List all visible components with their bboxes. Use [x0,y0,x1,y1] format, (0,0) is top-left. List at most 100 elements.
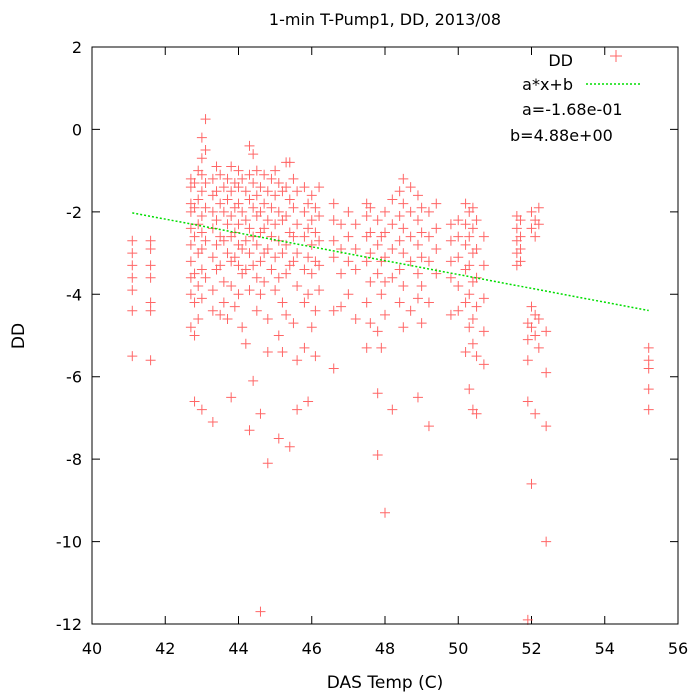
legend: DD a*x+b a=-1.68e-01 b=4.88e+00 [510,50,640,145]
data-point [196,186,207,197]
data-point [215,260,226,271]
data-point [262,243,273,254]
data-point [445,309,456,320]
data-point [127,272,138,283]
data-point [262,346,273,357]
data-point [541,421,552,432]
data-point [380,309,390,320]
data-point [292,281,303,292]
data-point [226,210,237,221]
data-point [218,276,229,287]
data-point [336,301,347,312]
y-tick-label: -10 [56,533,82,552]
data-point [266,173,277,184]
axis-ticks: 40 42 44 46 48 50 52 54 56 -12 -10 -8 -6 -4 -2 0 2 [56,38,688,658]
data-point [530,330,541,341]
y-tick-label: 2 [72,38,82,57]
data-point [244,248,255,259]
data-point [431,243,442,254]
data-point [277,346,288,357]
data-point [222,314,233,325]
data-point [237,206,248,217]
data-point [394,297,405,308]
data-point [211,215,222,226]
data-point [233,165,244,176]
data-point [270,285,281,296]
data-point [328,363,339,374]
data-point [145,355,156,366]
data-point [643,342,654,353]
data-point [336,219,347,230]
data-point [423,256,434,267]
data-point [244,169,255,180]
data-point [262,458,273,469]
data-point [277,297,288,308]
data-point [303,252,314,263]
data-point [244,285,255,296]
data-point [266,264,277,275]
data-point [453,252,464,263]
data-point [372,268,383,279]
data-point [240,338,251,349]
data-point [526,322,537,333]
data-point [361,342,372,353]
data-point [196,293,207,304]
data-point [643,384,654,395]
data-point [511,223,522,234]
data-point [273,433,284,444]
data-point [412,190,423,201]
y-tick-label: 0 [72,120,82,139]
data-point [145,243,156,254]
data-point [412,268,423,279]
data-point [255,182,266,193]
data-point [248,178,259,189]
data-point [248,231,259,242]
data-point [380,227,390,238]
data-point [244,140,255,151]
data-point [412,215,423,226]
data-point [237,322,248,333]
data-point [398,173,409,184]
data-point [292,219,303,230]
data-point [343,256,354,267]
data-point [478,326,489,337]
data-point [251,165,262,176]
data-point [306,239,317,250]
data-point [237,243,248,254]
data-point [292,248,303,259]
data-point [189,231,200,242]
data-point [218,182,229,193]
data-point [372,450,383,461]
data-point [464,322,475,333]
data-point [185,223,196,234]
data-point [460,198,471,209]
data-point [343,231,354,242]
data-point [416,202,427,213]
legend-marker-dd [610,50,622,62]
data-point [277,248,288,259]
data-point [196,132,207,143]
data-point [288,318,299,329]
data-point [380,276,390,287]
data-point [273,330,284,341]
data-point [200,235,211,246]
data-point [185,239,196,250]
data-point [533,219,544,230]
plot-frame [91,46,679,625]
data-point [643,363,654,374]
data-point [200,145,211,156]
data-point [259,169,270,180]
data-point [478,293,489,304]
data-point [145,272,156,283]
data-point [328,235,339,246]
data-point [526,223,537,234]
data-point [281,309,292,320]
data-point [189,178,200,189]
data-point [372,239,383,250]
data-point [405,256,416,267]
data-point [240,215,251,226]
data-point [412,293,423,304]
data-point [237,173,248,184]
data-point [233,260,244,271]
data-point [127,285,138,296]
